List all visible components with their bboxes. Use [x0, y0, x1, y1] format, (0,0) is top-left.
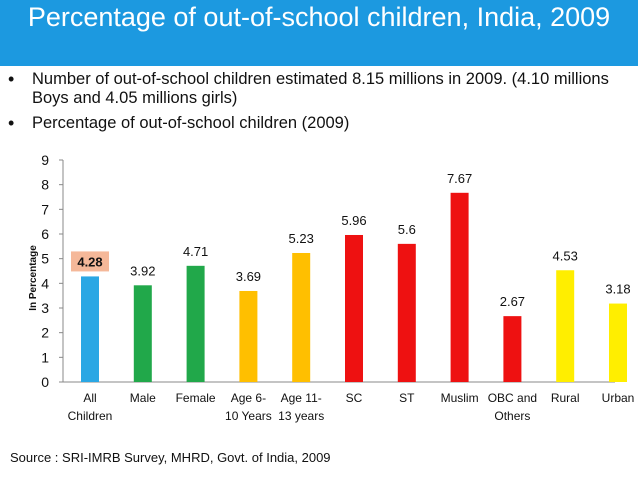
- bullet-list: Number of out-of-school children estimat…: [8, 70, 633, 139]
- category-label: 10 Years: [225, 409, 272, 423]
- y-tick-label: 2: [41, 325, 49, 341]
- y-tick-label: 7: [41, 201, 49, 217]
- category-label: OBC and: [488, 391, 537, 405]
- bar: [556, 270, 575, 382]
- data-label: 4.28: [77, 254, 102, 269]
- bullet-text: Number of out-of-school children estimat…: [32, 70, 609, 107]
- source-note: Source : SRI-IMRB Survey, MHRD, Govt. of…: [10, 450, 331, 465]
- bar: [397, 243, 416, 382]
- bar: [450, 192, 469, 382]
- y-tick-label: 3: [41, 300, 49, 316]
- data-label: 3.18: [605, 282, 630, 297]
- chart-bars: [81, 192, 627, 382]
- data-label: 2.67: [500, 294, 525, 309]
- bullet-item: Number of out-of-school children estimat…: [8, 70, 633, 108]
- chart-data-labels: 4.28 3.92 4.71 3.69 5.23 5.96 5.6 7.67 2.67 4.53 3…: [71, 171, 631, 309]
- category-label: Urban: [602, 391, 635, 405]
- bar: [239, 290, 258, 382]
- y-tick-label: 1: [41, 349, 49, 365]
- y-tick-label: 8: [41, 177, 49, 193]
- bar: [186, 265, 205, 382]
- data-label: 7.67: [447, 171, 472, 186]
- data-label: 5.96: [341, 213, 366, 228]
- data-label: 4.71: [183, 244, 208, 259]
- data-label: 4.53: [553, 248, 578, 263]
- chart-axes: 0 1 2 3 4 5 6 7 8 9: [41, 152, 615, 390]
- bar: [345, 234, 363, 382]
- category-label: ST: [399, 391, 415, 405]
- data-label: 3.69: [236, 269, 261, 284]
- bar-chart: 0 1 2 3 4 5 6 7 8 9 4.28 3.92 4.71 3.69 5.23 5.96 5.6 7.…: [28, 152, 635, 423]
- y-tick-label: 5: [41, 251, 49, 267]
- data-label: 3.92: [130, 263, 155, 278]
- category-label: 13 years: [278, 409, 324, 423]
- bullet-text: Percentage of out-of-school children (20…: [32, 114, 350, 132]
- data-label: 5.23: [289, 231, 314, 246]
- category-label: Age 11-: [281, 391, 322, 405]
- y-tick-label: 4: [41, 275, 49, 291]
- y-tick-label: 0: [41, 374, 49, 390]
- category-label: Children: [68, 409, 113, 423]
- bar: [503, 316, 522, 382]
- data-label-highlight: [71, 251, 109, 272]
- y-tick-label: 9: [41, 152, 49, 168]
- category-label: Others: [494, 409, 530, 423]
- category-label: Muslim: [441, 391, 479, 405]
- data-label: 5.6: [398, 222, 416, 237]
- slide-title-bar: Percentage of out-of-school children, In…: [0, 0, 638, 66]
- category-label: All: [83, 391, 96, 405]
- category-label: Male: [130, 391, 156, 405]
- y-axis-label: In Percentage: [28, 245, 39, 311]
- y-tick-label: 6: [41, 226, 49, 242]
- slide-title: Percentage of out-of-school children, In…: [27, 2, 611, 32]
- bullet-item: Percentage of out-of-school children (20…: [8, 114, 633, 133]
- bar: [609, 303, 627, 382]
- category-label: Rural: [551, 391, 580, 405]
- bar: [81, 276, 99, 382]
- bar: [292, 252, 311, 382]
- category-label: Age 6-: [231, 391, 266, 405]
- chart-category-labels: All Children Male Female Age 6- 10 Years Age 1…: [68, 391, 635, 423]
- bar: [133, 285, 152, 382]
- category-label: Female: [176, 391, 216, 405]
- category-label: SC: [346, 391, 363, 405]
